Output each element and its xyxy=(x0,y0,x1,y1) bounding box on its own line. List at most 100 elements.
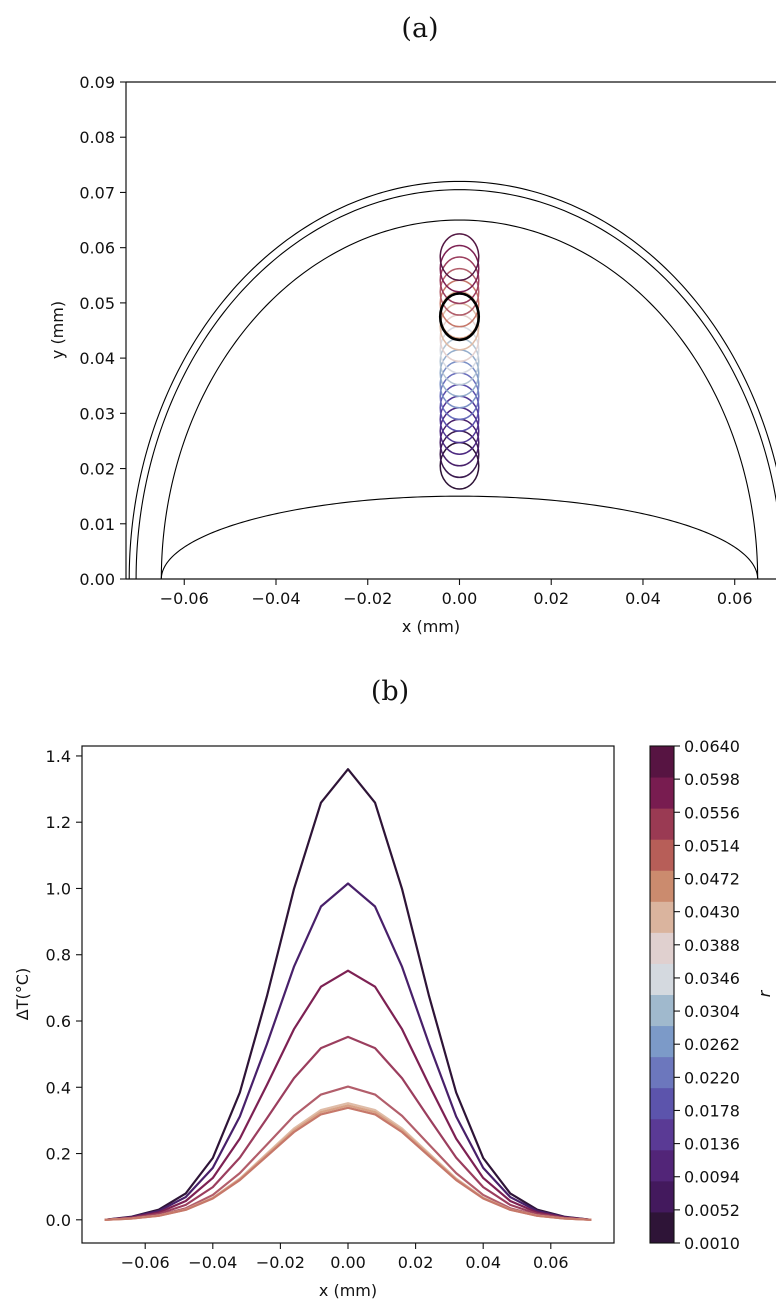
y-axis-label-a: y (mm) xyxy=(48,301,67,359)
colorbar-segment xyxy=(650,932,674,964)
colorbar-tick-label: 0.0640 xyxy=(684,737,740,756)
x-tick-label-a: 0.04 xyxy=(625,589,661,608)
y-tick-label-b: 0.0 xyxy=(46,1211,71,1230)
y-ticks-a: 0.00 0.01 0.02 0.03 0.04 0.05 0.06 0.07 0.08 0.09 xyxy=(79,73,126,589)
y-tick-label-a: 0.05 xyxy=(79,294,115,313)
y-tick-label-b: 0.2 xyxy=(46,1145,71,1164)
y-tick-label-a: 0.02 xyxy=(79,460,115,479)
y-tick-label-a: 0.03 xyxy=(79,404,115,423)
temperature-curve-8 xyxy=(104,1106,592,1221)
axes-frame-a xyxy=(125,81,776,580)
colorbar-tick-label: 0.0094 xyxy=(684,1168,740,1187)
y-tick-label-a: 0.06 xyxy=(79,239,115,258)
x-tick-label-b: 0.00 xyxy=(330,1253,366,1272)
colorbar-segment xyxy=(650,1087,674,1120)
highlighted-circle xyxy=(438,292,481,342)
colorbar-tick-label: 0.0346 xyxy=(684,969,740,988)
colorbar-label: r xyxy=(755,989,774,997)
colorbar-ticks: 0.0010 0.0052 0.0094 0.0136 0.0178 0.0220 0.02… xyxy=(674,737,740,1253)
x-tick-label-b: 0.02 xyxy=(398,1253,434,1272)
inclusion-circle-18 xyxy=(439,244,480,293)
colorbar-segment xyxy=(650,901,674,933)
inclusion-circle-16 xyxy=(439,267,480,316)
y-tick-label-a: 0.07 xyxy=(79,183,115,202)
y-tick-label-a: 0.08 xyxy=(79,128,115,147)
temperature-curve-4 xyxy=(104,1035,592,1221)
x-tick-label-a: −0.06 xyxy=(160,589,209,608)
inclusion-circle-19 xyxy=(439,233,480,281)
y-tick-label-b: 1.2 xyxy=(46,813,71,832)
x-tick-label-b: −0.04 xyxy=(188,1253,237,1272)
colorbar-tick-label: 0.0388 xyxy=(684,936,740,955)
colorbar-segment xyxy=(650,994,674,1027)
y-tick-label-b: 0.6 xyxy=(46,1012,71,1031)
boundary-curve-4 xyxy=(160,495,759,579)
colorbar-tick-label: 0.0010 xyxy=(684,1234,740,1253)
panel-a-title: (a) xyxy=(401,13,438,44)
colorbar-tick-label: 0.0136 xyxy=(684,1135,740,1154)
colorbar-tick-label: 0.0430 xyxy=(684,903,740,922)
colorbar-tick-label: 0.0262 xyxy=(684,1035,740,1054)
x-tick-label-b: −0.02 xyxy=(256,1253,305,1272)
colorbar-segment xyxy=(650,1149,674,1182)
temperature-curves xyxy=(104,768,592,1221)
x-tick-label-b: −0.06 xyxy=(121,1253,170,1272)
x-tick-label-a: −0.02 xyxy=(343,589,392,608)
colorbar-segment xyxy=(650,808,674,840)
colorbar-tick-label: 0.0472 xyxy=(684,870,740,889)
colorbar-segment xyxy=(650,777,674,809)
colorbar-segment xyxy=(650,963,674,995)
temperature-curve-7 xyxy=(104,1104,592,1221)
x-tick-label-a: 0.02 xyxy=(533,589,569,608)
x-tick-label-a: 0.06 xyxy=(717,589,753,608)
boundary-curve-2 xyxy=(135,189,776,579)
colorbar-segment xyxy=(650,1025,674,1058)
temperature-curve-3 xyxy=(104,969,592,1221)
x-axis-label-a: x (mm) xyxy=(402,617,460,636)
colorbar-segment xyxy=(650,1180,674,1213)
x-tick-label-a: 0.00 xyxy=(442,589,478,608)
colorbar-tick-label: 0.0052 xyxy=(684,1201,740,1220)
x-axis-label-b: x (mm) xyxy=(319,1281,377,1300)
colorbar-tick-label: 0.0556 xyxy=(684,803,740,822)
colorbar-segment xyxy=(650,1211,674,1244)
x-ticks-b: −0.06 −0.04 −0.02 0.00 0.02 0.04 0.06 xyxy=(121,1243,569,1272)
y-tick-label-b: 1.0 xyxy=(46,879,71,898)
panel-a: (a) −0.06 −0.04 −0.02 0.00 0.02 0.04 0.06 0.00… xyxy=(48,13,776,636)
temperature-curve-5 xyxy=(104,1085,592,1221)
colorbar-segment xyxy=(650,746,674,778)
boundary-curve-3 xyxy=(160,219,759,579)
colorbar-frame xyxy=(649,745,675,1244)
x-ticks-a: −0.06 −0.04 −0.02 0.00 0.02 0.04 0.06 xyxy=(160,579,753,608)
colorbar-tick-label: 0.0220 xyxy=(684,1068,740,1087)
panel-b-title: (b) xyxy=(371,676,409,707)
colorbar-tick-label: 0.0598 xyxy=(684,770,740,789)
boundary-curves xyxy=(128,180,776,579)
x-tick-label-a: −0.04 xyxy=(251,589,300,608)
axes-frame-b xyxy=(81,745,615,1244)
y-tick-label-a: 0.01 xyxy=(79,515,115,534)
colorbar-segment xyxy=(650,1118,674,1151)
colorbar-tick-label: 0.0514 xyxy=(684,836,740,855)
temperature-curve-1 xyxy=(104,768,592,1221)
y-tick-label-b: 1.4 xyxy=(46,747,71,766)
y-tick-label-a: 0.00 xyxy=(79,570,115,589)
colorbar-tick-label: 0.0178 xyxy=(684,1101,740,1120)
inclusion-circles xyxy=(438,233,481,490)
x-tick-label-b: 0.04 xyxy=(465,1253,501,1272)
x-tick-label-b: 0.06 xyxy=(533,1253,569,1272)
y-tick-label-a: 0.04 xyxy=(79,349,115,368)
colorbar-segment xyxy=(650,870,674,902)
colorbar-segment xyxy=(650,839,674,871)
colorbar-segment xyxy=(650,1056,674,1089)
y-axis-label-b: ΔT(°C) xyxy=(13,968,32,1020)
y-tick-label-b: 0.8 xyxy=(46,946,71,965)
colorbar-tick-label: 0.0304 xyxy=(684,1002,740,1021)
panel-b: (b) −0.06 −0.04 −0.02 0.00 0.02 0.04 0.06 0.00… xyxy=(13,676,774,1300)
y-ticks-b: 0.0 0.2 0.4 0.6 0.8 1.0 1.2 1.4 xyxy=(46,747,82,1230)
temperature-curve-2 xyxy=(104,882,592,1221)
boundary-curve-1 xyxy=(128,180,776,579)
inclusion-circle-17 xyxy=(439,256,480,305)
y-tick-label-b: 0.4 xyxy=(46,1078,71,1097)
